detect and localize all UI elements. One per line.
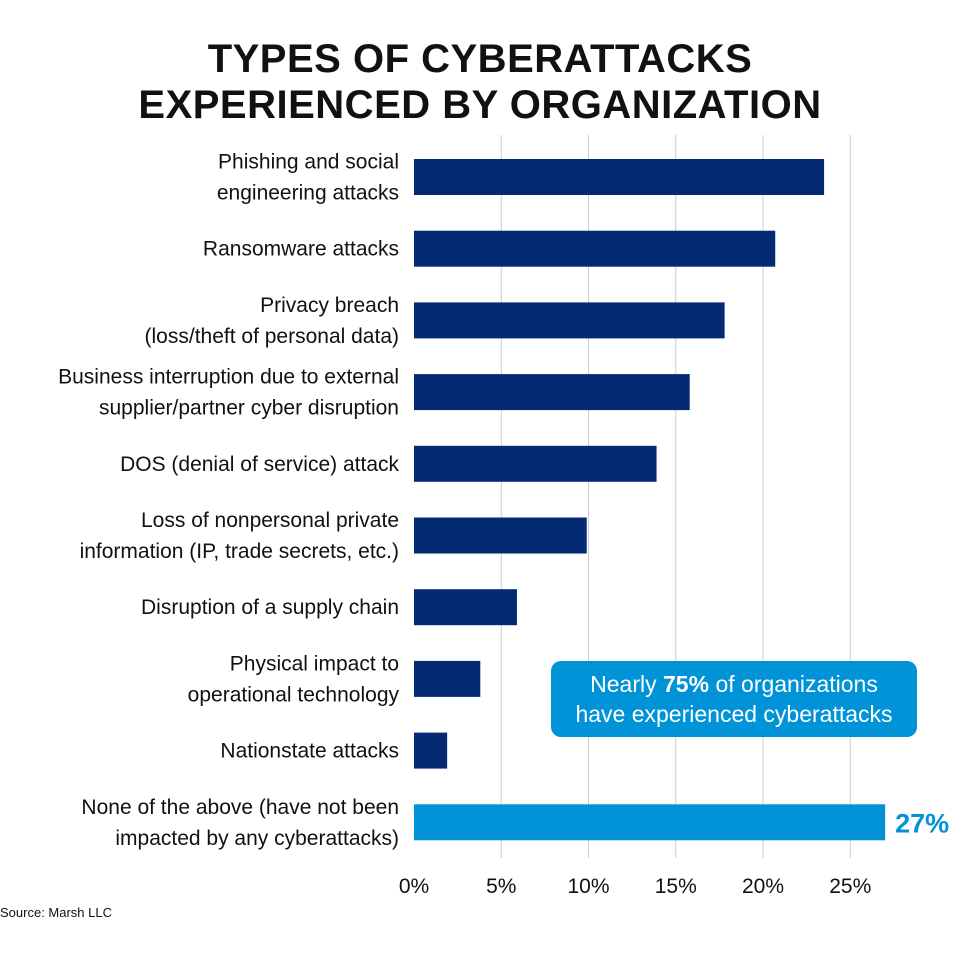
- bar-9: [414, 804, 886, 841]
- category-label-line: impacted by any cyberattacks): [115, 827, 399, 850]
- category-label-5: Loss of nonpersonal private information (…: [80, 509, 399, 563]
- category-label-6: Disruption of a supply chain: [141, 596, 399, 619]
- category-label-line: Nationstate attacks: [220, 740, 399, 763]
- bar-7: [414, 660, 481, 697]
- bar-8: [414, 732, 448, 769]
- category-label-1: Ransomware attacks: [203, 238, 399, 261]
- category-label-line: engineering attacks: [217, 182, 399, 205]
- bar-5: [414, 517, 587, 554]
- category-label-line: Privacy breach: [260, 294, 399, 317]
- category-label-line: DOS (denial of service) attack: [120, 453, 399, 476]
- category-label-9: None of the above (have not been impacted…: [81, 796, 399, 850]
- category-label-2: Privacy breach (loss/theft of personal da…: [145, 294, 399, 348]
- bar-6: [414, 589, 517, 626]
- chart-title-line2: EXPERIENCED BY ORGANIZATION: [138, 83, 822, 127]
- callout-line2: have experienced cyberattacks: [575, 701, 893, 727]
- chart-title: TYPES OF CYBERATTACKS EXPERIENCED BY ORG…: [0, 36, 960, 128]
- callout-highlight: 75%: [663, 671, 710, 697]
- bar-3: [414, 374, 690, 411]
- category-label-line: (loss/theft of personal data): [145, 325, 399, 348]
- bar-0: [414, 159, 825, 195]
- category-label-line: Disruption of a supply chain: [141, 596, 399, 619]
- x-tick-label-10%: 10%: [567, 875, 609, 898]
- bar-4: [414, 445, 657, 482]
- x-tick-label-15%: 15%: [655, 875, 697, 898]
- callout-prefix: Nearly: [590, 671, 664, 697]
- category-label-line: operational technology: [188, 683, 400, 706]
- callout-box: Nearly 75% of organizations have experie…: [551, 661, 917, 737]
- category-label-line: Phishing and social: [218, 151, 399, 174]
- category-label-0: Phishing and social engineering attacks: [217, 151, 399, 205]
- category-label-line: Business interruption due to external: [58, 366, 399, 389]
- source-note: Source: Marsh LLC: [0, 905, 112, 920]
- callout-line1: Nearly 75% of organizations: [551, 669, 917, 699]
- callout-suffix: of organizations: [709, 671, 878, 697]
- category-label-line: information (IP, trade secrets, etc.): [80, 540, 399, 563]
- category-label-4: DOS (denial of service) attack: [120, 453, 399, 476]
- category-label-3: Business interruption due to external sup…: [58, 366, 399, 420]
- data-label-9: 27%: [895, 808, 949, 838]
- x-tick-label-0%: 0%: [399, 875, 429, 898]
- x-tick-label-20%: 20%: [742, 875, 784, 898]
- bar-1: [414, 230, 776, 267]
- category-label-line: None of the above (have not been: [81, 796, 399, 819]
- category-label-7: Physical impact to operational technology: [188, 652, 400, 706]
- chart-title-line1: TYPES OF CYBERATTACKS: [207, 37, 753, 81]
- category-label-line: Loss of nonpersonal private: [141, 509, 399, 532]
- category-label-line: supplier/partner cyber disruption: [99, 397, 399, 420]
- x-tick-label-25%: 25%: [829, 875, 871, 898]
- x-tick-label-5%: 5%: [486, 875, 516, 898]
- bar-2: [414, 302, 725, 339]
- category-label-8: Nationstate attacks: [220, 740, 399, 763]
- category-label-line: Physical impact to: [230, 652, 399, 675]
- category-label-line: Ransomware attacks: [203, 238, 399, 261]
